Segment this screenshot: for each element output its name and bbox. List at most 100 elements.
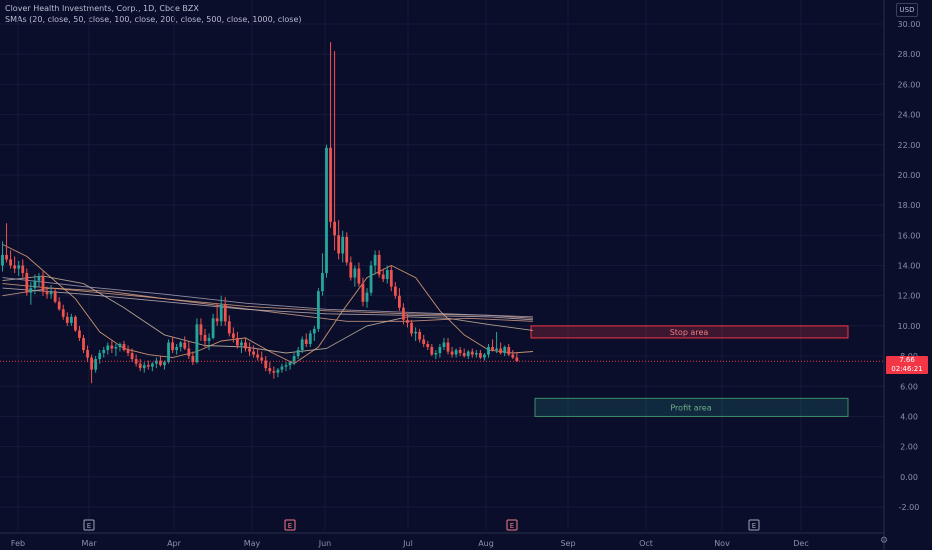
candle-body	[503, 347, 507, 354]
sma-line	[2, 283, 534, 319]
candle-body	[21, 265, 25, 274]
y-tick-label: 4.00	[900, 412, 918, 421]
candle-body	[462, 353, 466, 357]
y-tick-label: 24.00	[898, 111, 921, 120]
candle-body	[292, 356, 296, 363]
x-tick-label: May	[244, 539, 261, 548]
y-tick-label: 14.00	[898, 262, 921, 271]
earnings-marker-icon[interactable]	[83, 519, 95, 531]
currency-badge[interactable]: USD	[896, 3, 918, 17]
candle-body	[312, 328, 316, 334]
candle-body	[410, 322, 413, 334]
candle-body	[361, 283, 365, 302]
y-tick-label: 0.00	[900, 473, 918, 482]
candle-body	[491, 347, 494, 351]
candle-body	[126, 350, 130, 354]
candle-body	[146, 365, 150, 367]
indicator-legend[interactable]: SMAs (20, close, 50, close, 100, close, …	[5, 15, 302, 24]
candle-body	[260, 357, 264, 361]
candle-body	[369, 265, 373, 293]
profit-area-label: Profit area	[670, 403, 711, 412]
candle-body	[398, 295, 401, 308]
candle-body	[418, 331, 422, 340]
candle-body	[9, 259, 12, 266]
candle-body	[333, 221, 336, 236]
y-tick-label: 10.00	[898, 322, 921, 331]
candle-body	[337, 235, 341, 254]
candle-body	[17, 265, 21, 269]
y-tick-label: 12.00	[898, 292, 921, 301]
candle-body	[45, 291, 49, 295]
candle-body	[69, 316, 73, 323]
candle-body	[215, 318, 219, 322]
earnings-marker-icon[interactable]	[748, 519, 760, 531]
candle-body	[479, 353, 482, 358]
candle-body	[381, 274, 385, 280]
candle-body	[41, 276, 45, 292]
candle-body	[487, 347, 490, 355]
candle-body	[511, 354, 515, 358]
candle-body	[203, 334, 207, 341]
candle-body	[29, 288, 33, 293]
sma-line	[2, 287, 534, 321]
candle-body	[195, 324, 199, 363]
candle-body	[483, 354, 486, 358]
settings-gear-icon[interactable]: ⚙	[880, 536, 889, 546]
candle-body	[114, 347, 118, 349]
candle-body	[86, 350, 89, 358]
candle-body	[357, 268, 361, 284]
x-tick-label: Apr	[167, 539, 182, 548]
candle-body	[515, 357, 519, 362]
candle-body	[37, 276, 41, 281]
y-tick-label: 28.00	[898, 50, 921, 59]
candle-body	[304, 339, 308, 344]
candle-body	[227, 321, 231, 334]
candle-body	[159, 360, 162, 366]
y-tick-label: 16.00	[898, 231, 921, 240]
candle-body	[414, 331, 417, 334]
candle-body	[454, 350, 458, 355]
candle-body	[163, 362, 166, 366]
candle-body	[385, 270, 389, 280]
candle-body	[49, 291, 53, 295]
y-tick-label: 26.00	[898, 80, 921, 89]
candle-body	[256, 354, 260, 358]
earnings-marker-label: E	[510, 522, 514, 530]
candle-body	[393, 286, 397, 296]
candle-body	[349, 262, 353, 278]
earnings-marker-icon[interactable]	[284, 519, 296, 531]
candle-body	[244, 342, 247, 349]
candle-body	[365, 292, 369, 302]
candle-body	[470, 351, 474, 355]
candle-body	[187, 348, 191, 357]
y-tick-label: 18.00	[898, 201, 921, 210]
last-price-value: 7.66	[899, 356, 915, 364]
chart-title: Clover Health Investments, Corp., 1D, Cb…	[5, 4, 199, 13]
candle-body	[171, 342, 174, 351]
candle-body	[5, 254, 8, 260]
candle-body	[345, 236, 349, 263]
earnings-marker-icon[interactable]	[506, 519, 518, 531]
candle-body	[33, 280, 37, 289]
candle-body	[167, 342, 170, 363]
candle-body	[300, 339, 304, 351]
candle-body	[438, 347, 442, 354]
candle-body	[389, 270, 393, 287]
candle-body	[377, 254, 381, 275]
candle-body	[317, 291, 320, 329]
stop-area-box[interactable]	[530, 325, 849, 339]
earnings-marker-label: E	[87, 522, 91, 530]
candle-body	[422, 339, 426, 344]
candle-body	[175, 347, 179, 351]
x-tick-label: Oct	[639, 539, 653, 548]
profit-area-box[interactable]	[534, 397, 849, 417]
candle-body	[106, 345, 110, 351]
candle-body	[122, 343, 126, 351]
candle-body	[430, 347, 434, 355]
candle-body	[98, 353, 102, 360]
candle-body	[264, 360, 268, 369]
last-price-tag: 7.66 02:46:21	[886, 356, 928, 374]
candle-body	[434, 353, 438, 355]
candle-body	[373, 254, 377, 266]
